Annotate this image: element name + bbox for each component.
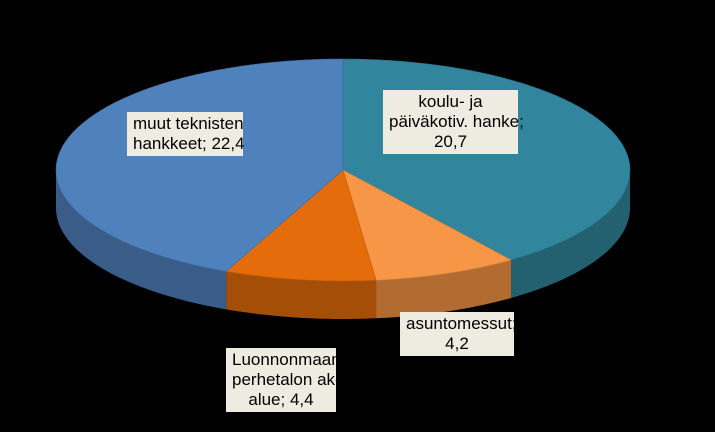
pie-slice-2 <box>225 169 377 282</box>
slice-label-muut: muut teknisten hankkeet; 22,4 <box>127 112 245 156</box>
slice-label-luonnonmaan: Luonnonmaan perhetalon ak- alue; 4,4 <box>226 348 341 412</box>
pie-side-2 <box>226 271 377 319</box>
pie-slice-1 <box>342 169 512 281</box>
pie-depth-layer <box>56 170 630 319</box>
pie-side-3 <box>56 170 227 310</box>
pie-side-1 <box>376 259 512 319</box>
pie-top-layer <box>55 58 631 282</box>
slice-label-koulu: koulu- ja päiväkotiv. hanke; 20,7 <box>383 90 524 154</box>
slice-label-asuntomessut: asuntomessut; 4,2 <box>400 312 517 356</box>
pie-side-0 <box>511 170 630 298</box>
